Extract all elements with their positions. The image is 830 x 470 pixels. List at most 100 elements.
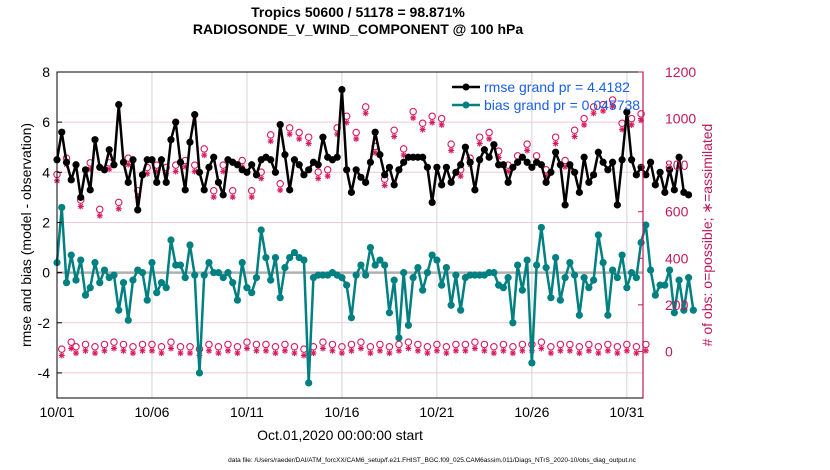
obs-assimilated-marker (367, 350, 374, 357)
bias-point (357, 261, 365, 269)
obs-possible-marker (224, 340, 232, 349)
obs-assimilated-marker (229, 194, 236, 201)
left-tick-label: -2 (38, 315, 51, 331)
obs-assimilated-marker (452, 347, 459, 354)
obs-possible-marker (642, 340, 650, 349)
rmse-point (86, 186, 94, 194)
bias-point (518, 286, 526, 294)
obs-assimilated-marker (319, 345, 326, 352)
obs-possible-marker (233, 343, 242, 351)
bias-point (628, 269, 636, 277)
bias-point (637, 238, 645, 247)
bias-point (533, 261, 541, 269)
right-tick-label: 400 (665, 250, 689, 266)
obs-possible-marker (110, 338, 118, 346)
rmse-point (338, 85, 346, 94)
obs-assimilated-marker (291, 350, 298, 357)
bias-point (138, 269, 147, 277)
obs-assimilated-marker (96, 212, 103, 219)
bias-point (556, 296, 564, 304)
bias-point (262, 253, 270, 262)
obs-assimilated-marker (471, 345, 478, 352)
bias-point (523, 256, 531, 264)
obs-assimilated-marker (386, 350, 393, 357)
obs-possible-marker (304, 133, 313, 141)
bias-series (53, 203, 697, 387)
bias-point (381, 261, 389, 269)
obs-possible-marker (347, 340, 356, 349)
obs-assimilated-marker (424, 350, 431, 357)
rmse-point (110, 161, 118, 169)
bias-point (499, 284, 507, 292)
obs-possible-marker (585, 340, 593, 349)
obs-possible-marker (570, 126, 579, 134)
bias-point (200, 271, 208, 279)
bias-point (618, 251, 626, 259)
rmse-point (233, 161, 242, 169)
obs-possible-marker (67, 338, 75, 346)
obs-assimilated-marker (585, 347, 592, 354)
rmse-point (91, 136, 99, 144)
rmse-point (599, 158, 607, 166)
rmse-point (423, 163, 432, 171)
obs-possible-marker (176, 343, 185, 351)
obs-possible-marker (594, 343, 603, 351)
rmse-point (433, 163, 441, 171)
rmse-point (162, 178, 170, 186)
left-tick-label: 6 (42, 114, 50, 130)
bias-point (300, 256, 308, 264)
obs-possible-marker (509, 343, 517, 351)
obs-assimilated-marker (357, 345, 364, 352)
obs-assimilated-marker (419, 126, 426, 133)
rmse-series (53, 85, 693, 214)
bias-point (642, 221, 650, 229)
obs-assimilated-marker (172, 168, 179, 175)
rmse-point (447, 178, 455, 186)
bias-point (442, 264, 451, 272)
bias-point (286, 253, 294, 262)
obs-possible-marker (385, 343, 394, 351)
obs-assimilated-marker (381, 182, 388, 189)
bias-point (552, 253, 560, 262)
obs-possible-marker (452, 340, 460, 349)
obs-assimilated-marker (58, 352, 65, 359)
obs-possible-marker (247, 187, 256, 195)
rmse-point (471, 186, 479, 194)
obs-possible-marker (442, 343, 451, 351)
bias-point (646, 266, 655, 274)
obs-assimilated-marker (210, 194, 217, 201)
bias-point (119, 279, 128, 287)
obs-possible-marker (604, 340, 612, 349)
rmse-point (115, 101, 123, 109)
rmse-point (167, 136, 175, 144)
bias-point (110, 271, 118, 279)
obs-assimilated-marker (158, 350, 165, 357)
rmse-point (267, 156, 275, 164)
obs-possible-marker (323, 166, 332, 174)
rmse-point (205, 163, 213, 171)
obs-possible-marker (599, 100, 607, 109)
obs-possible-marker (414, 340, 422, 349)
bias-point (153, 289, 161, 297)
left-tick-label: 0 (42, 265, 50, 281)
rmse-point (594, 148, 602, 156)
right-tick-label: 600 (665, 204, 689, 220)
obs-possible-marker (285, 124, 294, 132)
obs-possible-marker (129, 343, 137, 351)
rmse-line (55, 88, 690, 212)
obs-possible-marker (627, 114, 636, 123)
obs-assimilated-marker (91, 350, 98, 357)
rmse-point (191, 111, 199, 119)
rmse-point (547, 168, 555, 176)
bias-point (604, 311, 612, 319)
bias-point (542, 264, 550, 272)
obs-possible-marker (499, 340, 508, 349)
obs-possible-marker (613, 343, 622, 351)
obs-assimilated-marker (338, 350, 345, 357)
rmse-point (604, 166, 612, 174)
obs-assimilated-marker (524, 147, 531, 154)
rmse-point (148, 156, 156, 164)
rmse-point (276, 121, 284, 129)
rmse-point (248, 161, 256, 169)
obs-possible-marker (471, 338, 479, 346)
